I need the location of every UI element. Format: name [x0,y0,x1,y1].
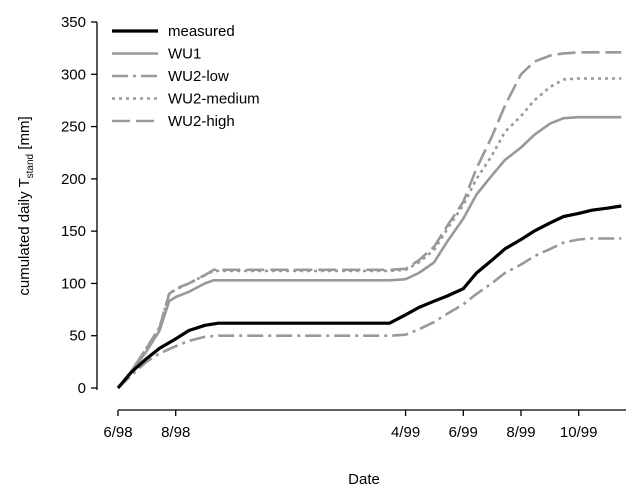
x-tick-label: 8/99 [506,424,535,441]
y-tick-label: 100 [61,275,86,292]
legend-label: WU2-low [168,68,229,85]
y-tick-label: 0 [78,380,86,397]
y-axis-title-subscript: stand [25,154,36,178]
legend-label: measured [168,23,235,40]
series-line-wu2-medium [116,77,622,389]
series-line-wu2-low [117,237,622,389]
y-tick-label: 350 [61,14,86,31]
y-axis-title: cumulated daily Tstand [mm] [16,116,36,295]
y-axis-title-main: cumulated daily T [16,178,33,295]
x-tick-label: 6/98 [103,424,132,441]
x-axis-title: Date [348,471,380,488]
y-tick-label: 250 [61,119,86,136]
y-axis-title-unit: [mm] [16,116,33,154]
legend-label: WU2-high [168,113,235,130]
x-tick-label: 10/99 [560,424,598,441]
legend-label: WU1 [168,46,201,63]
axes [91,21,626,416]
tick-labels: 0 50 100 150 200 250 300 350 6/98 8/98 4/99 6/99 8/9… [61,14,598,441]
y-tick-label: 300 [61,66,86,83]
x-tick-label: 6/99 [449,424,478,441]
y-tick-label: 150 [61,223,86,240]
y-tick-label: 200 [61,171,86,188]
legend: measured WU1 WU2-low WU2-medium WU2-high [112,23,260,130]
legend-label: WU2-medium [168,91,260,108]
series-line-measured [116,204,622,390]
y-tick-label: 50 [69,328,86,345]
series-line-wu1 [117,115,622,389]
x-tick-label: 4/99 [391,424,420,441]
series-line-wu2-high [116,50,622,389]
x-tick-label: 8/98 [161,424,190,441]
series-group [116,50,622,390]
